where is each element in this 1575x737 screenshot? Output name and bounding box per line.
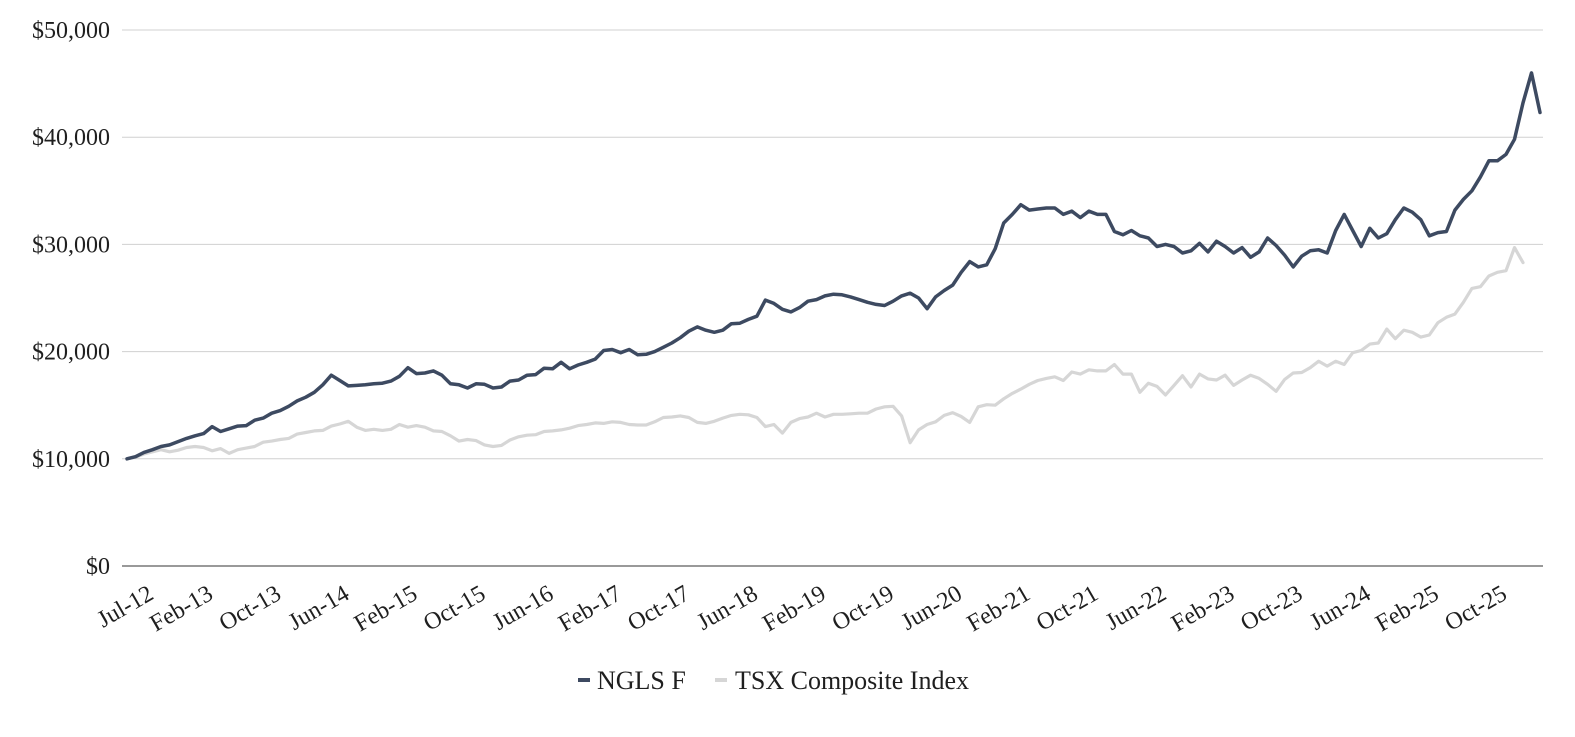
x-tick-label: Jun-14 <box>284 581 354 636</box>
y-tick-label: $20,000 <box>32 340 110 366</box>
legend-label-ngls: NGLS F <box>597 666 686 695</box>
gridlines <box>122 29 1543 567</box>
x-tick-label: Jul-12 <box>93 581 158 634</box>
x-tick-label: Feb-17 <box>554 581 626 638</box>
x-tick-label: Feb-19 <box>759 581 831 638</box>
x-tick-label: Feb-13 <box>146 581 218 638</box>
x-tick-label: Jun-16 <box>488 581 558 636</box>
x-tick-label: Oct-21 <box>1032 581 1103 637</box>
x-tick-label: Feb-25 <box>1371 581 1443 638</box>
x-tick-label: Jun-22 <box>1101 581 1171 636</box>
x-tick-label: Oct-23 <box>1236 581 1307 637</box>
y-tick-label: $0 <box>86 554 110 580</box>
x-tick-label: Jun-18 <box>693 581 763 636</box>
x-tick-label: Oct-13 <box>215 581 286 637</box>
x-tick-label: Jun-24 <box>1306 581 1376 636</box>
y-tick-label: $30,000 <box>32 232 110 258</box>
series-lines <box>125 71 1542 461</box>
series-line-tsx <box>125 246 1525 461</box>
x-tick-label: Oct-25 <box>1441 581 1512 637</box>
x-tick-label: Oct-17 <box>624 581 695 637</box>
series-line-ngls <box>125 71 1542 461</box>
y-tick-label: $40,000 <box>32 125 110 151</box>
x-tick-label: Oct-15 <box>419 581 490 637</box>
legend: NGLS F TSX Composite Index <box>578 666 969 695</box>
y-axis: $0 $10,000 $20,000 $30,000 $40,000 $50,000 <box>32 18 110 580</box>
x-axis: Jul-12Feb-13Oct-13Jun-14Feb-15Oct-15Jun-… <box>93 581 1511 638</box>
legend-label-tsx: TSX Composite Index <box>735 666 969 695</box>
y-tick-label: $10,000 <box>32 447 110 473</box>
x-tick-label: Oct-19 <box>828 581 899 637</box>
x-tick-label: Feb-15 <box>350 581 422 638</box>
y-tick-label: $50,000 <box>32 18 110 44</box>
x-tick-label: Feb-21 <box>963 581 1035 638</box>
x-tick-label: Feb-23 <box>1167 581 1239 638</box>
x-tick-label: Jun-20 <box>897 581 967 636</box>
